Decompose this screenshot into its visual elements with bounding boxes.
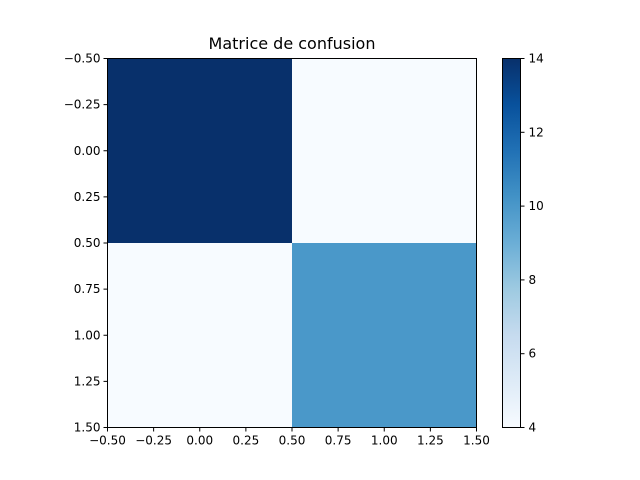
heatmap-cell-1-1 bbox=[292, 243, 477, 428]
x-tick-label: 1.25 bbox=[417, 434, 444, 448]
x-tick-label: −0.50 bbox=[89, 434, 126, 448]
colorbar: 4 6 8 10 12 14 bbox=[502, 52, 544, 435]
x-tick-label: −0.25 bbox=[135, 434, 172, 448]
y-tick-label: 0.75 bbox=[74, 282, 101, 296]
colorbar-tick-label: 10 bbox=[529, 199, 544, 213]
x-tick-label: 1.00 bbox=[371, 434, 398, 448]
y-tick-label: 1.50 bbox=[74, 421, 101, 435]
x-tick-label: 1.50 bbox=[463, 434, 490, 448]
y-tick-label: 0.00 bbox=[74, 144, 101, 158]
colorbar-tick-label: 4 bbox=[529, 421, 537, 435]
heatmap-cell-1-0 bbox=[107, 243, 292, 428]
y-tick-label: 1.00 bbox=[74, 328, 101, 342]
colorbar-tick-label: 14 bbox=[529, 52, 544, 66]
y-tick-label: −0.50 bbox=[64, 52, 101, 66]
x-tick-label: 0.50 bbox=[279, 434, 306, 448]
y-tick-label: 1.25 bbox=[74, 374, 101, 388]
y-tick-label: −0.25 bbox=[64, 98, 101, 112]
y-tick-label: 0.50 bbox=[74, 236, 101, 250]
colorbar-tick-label: 12 bbox=[529, 125, 544, 139]
heatmap-cell-0-1 bbox=[292, 58, 477, 243]
colorbar-tick-label: 8 bbox=[529, 273, 537, 287]
colorbar-frame bbox=[502, 58, 521, 428]
y-axis: −0.50 −0.25 0.00 0.25 0.50 0.75 1.00 1.25 1.50 bbox=[64, 52, 108, 435]
chart-title: Matrice de confusion bbox=[209, 34, 376, 53]
colorbar-gradient bbox=[502, 58, 521, 428]
x-tick-label: 0.00 bbox=[186, 434, 213, 448]
x-axis: −0.50 −0.25 0.00 0.25 0.50 0.75 1.00 1.25 1.50 bbox=[89, 427, 490, 448]
x-tick-label: 0.75 bbox=[325, 434, 352, 448]
x-tick-label: 0.25 bbox=[233, 434, 260, 448]
y-tick-label: 0.25 bbox=[74, 190, 101, 204]
heatmap-cells bbox=[107, 58, 477, 428]
heatmap-cell-0-0 bbox=[107, 58, 292, 243]
colorbar-tick-label: 6 bbox=[529, 347, 537, 361]
